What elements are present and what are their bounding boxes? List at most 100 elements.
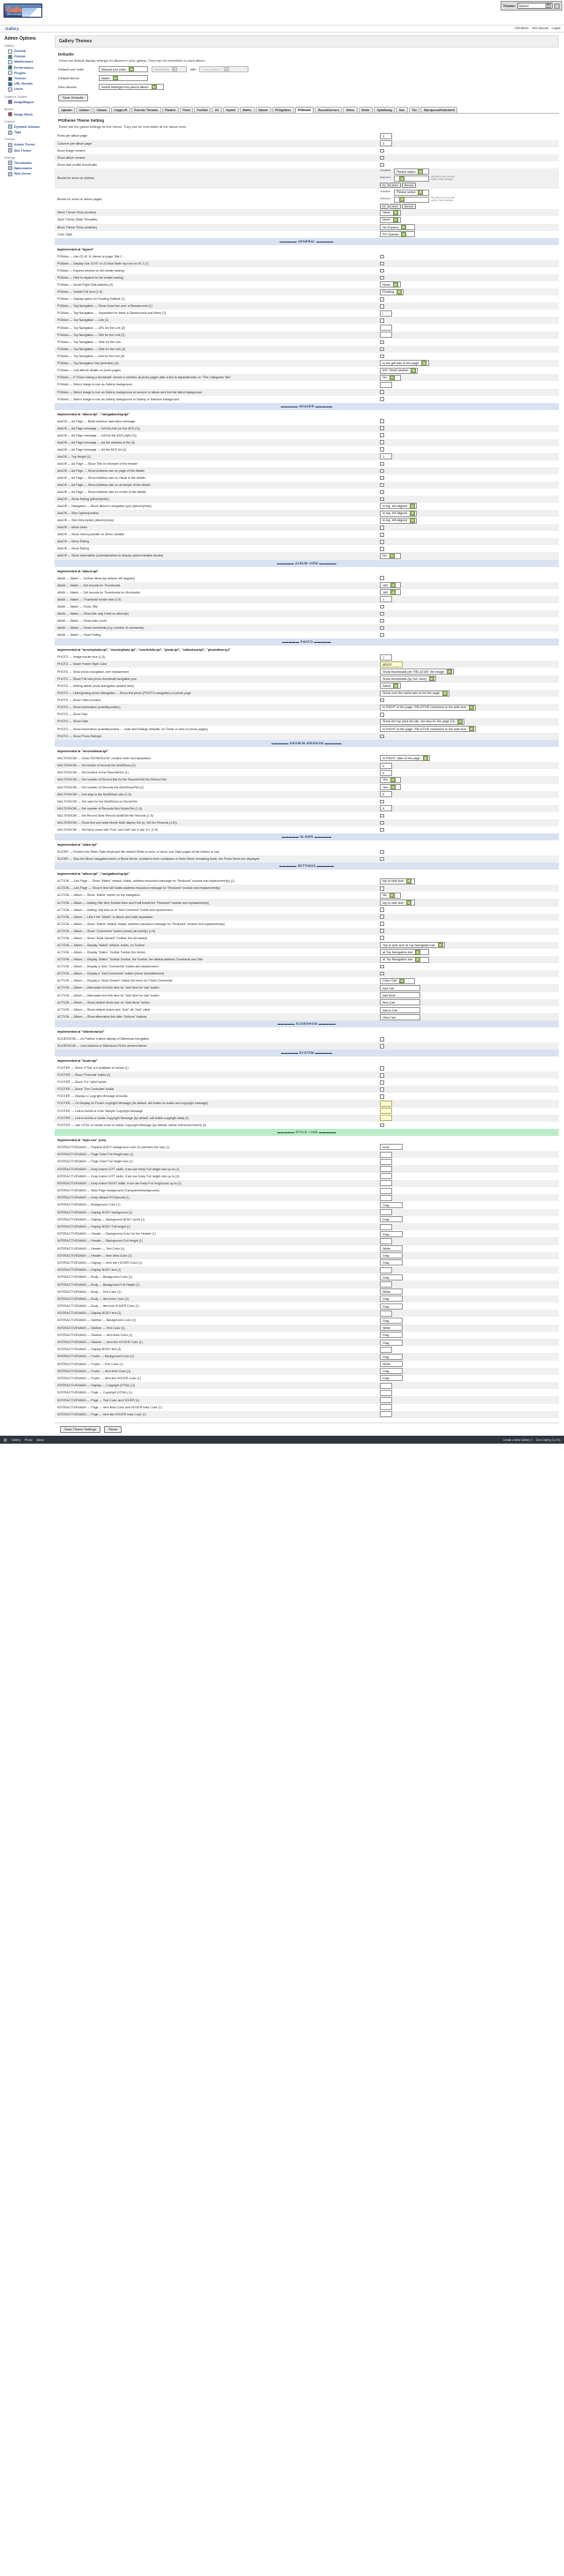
setting-checkbox[interactable] [380,397,384,401]
tab-sun[interactable]: Sun [396,107,408,114]
sidebar-item-plugins[interactable]: Plugins [4,71,50,76]
sidebar-item-watermarks[interactable]: Watermarks [4,166,50,171]
setting-text-input[interactable]: none [380,1144,404,1151]
move-down-button[interactable]: Down [389,183,401,189]
setting-text-input[interactable] [380,1382,393,1389]
setting-checkbox[interactable] [380,433,384,437]
setting-checkbox[interactable] [380,461,384,466]
tab-forsale[interactable]: ForSale [194,107,212,114]
chevron-down-icon[interactable]: ▼ [223,66,229,72]
setting-checkbox[interactable] [380,576,384,580]
tab-slider[interactable]: Slider [358,107,374,114]
move-up-button[interactable]: Up [380,183,389,189]
setting-text-input[interactable]: Gray [380,1295,404,1303]
tab-g1[interactable]: G1 [212,107,222,114]
sidebar-item-dynamic-albums[interactable]: Dynamic Albums [4,124,50,130]
setting-checkbox[interactable] [380,936,384,940]
setting-checkbox[interactable] [380,886,384,891]
remove-button[interactable]: Remove [401,203,417,209]
setting-select[interactable]: Top to side size at Top Navigation bar ▼ [380,942,445,949]
chevron-down-icon[interactable]: ▼ [389,375,395,381]
chevron-down-icon[interactable]: ▼ [392,282,398,287]
block-picker-select[interactable]: ▼ [394,196,430,203]
setting-text-input[interactable]: Gray [380,1259,404,1266]
move-up-button[interactable]: Up [380,203,389,209]
chevron-down-icon[interactable]: ▼ [421,361,427,366]
sidebar-item-general[interactable]: General [4,49,50,54]
chevron-down-icon[interactable]: ▼ [410,504,416,509]
setting-checkbox[interactable] [380,1094,384,1099]
setting-select[interactable]: No ▼ [380,892,402,899]
setting-text-input[interactable]: Gray [380,1353,404,1360]
setting-text-input[interactable] [380,325,393,332]
setting-checkbox[interactable] [380,547,384,551]
setting-select[interactable]: Show over the same size of full the page… [380,690,449,697]
setting-text-input[interactable] [380,1411,393,1418]
sidebar-item-maintenance[interactable]: Maintenance [4,59,50,64]
setting-checkbox[interactable] [380,1044,384,1049]
setting-checkbox[interactable] [380,827,384,833]
setting-text-input[interactable] [380,1209,393,1216]
chevron-down-icon[interactable]: ▼ [399,197,405,202]
sidebar-item-image-block[interactable]: Image Block [4,112,50,117]
sort-direction-select[interactable]: Ascending ▼ [152,66,187,72]
setting-select[interactable]: in top, left aligned ▼ [380,510,418,517]
setting-text-input[interactable]: 5 [380,769,393,776]
setting-checkbox[interactable] [380,820,384,825]
footer-try-gallery-link[interactable]: Give Gallery 3 a Try [535,1437,560,1442]
setting-select[interactable]: top to side size ▼ [380,900,416,907]
tab-eclectic-threads[interactable]: Eclectic Threads [130,107,161,114]
chevron-down-icon[interactable]: ▼ [392,217,398,223]
setting-text-input[interactable]: Gray [380,1273,404,1281]
chevron-down-icon[interactable]: ▼ [129,66,135,72]
setting-select[interactable]: top to side size ▼ [380,877,416,885]
setting-text-input[interactable] [380,1397,393,1404]
setting-checkbox[interactable] [380,155,384,160]
block-picker-select[interactable]: ▼ [394,175,430,183]
setting-checkbox[interactable] [380,354,384,359]
chevron-down-icon[interactable]: ▼ [442,691,448,696]
setting-select[interactable]: PG Special ▼ [380,231,416,238]
setting-text-input[interactable] [380,1151,393,1158]
setting-text-input[interactable]: 1 [380,453,393,460]
setting-text-input[interactable] [380,1281,393,1288]
setting-text-input[interactable]: White [380,1361,404,1368]
footer-item-1[interactable]: Photo [25,1437,33,1442]
edit-album-link[interactable]: Edit Album [515,26,529,30]
setting-text-input[interactable] [380,1237,393,1244]
setting-checkbox[interactable] [380,489,384,494]
save-defaults-button[interactable]: Save Defaults [58,94,88,101]
setting-text-input[interactable] [380,1310,393,1317]
setting-checkbox[interactable] [380,856,384,862]
your-account-link[interactable]: Your Account [531,26,549,30]
setting-checkbox[interactable] [380,618,384,623]
setting-select[interactable]: 180 ▼ [380,589,402,596]
setting-text-input[interactable]: 3 [380,140,393,147]
tab-ajaxian[interactable]: Ajaxian [58,107,76,114]
setting-select[interactable]: Yes ▼ [380,784,402,791]
setting-text-input[interactable]: White [380,1288,404,1295]
setting-select[interactable]: No ▼ [380,552,402,559]
tab-pgtheme[interactable]: PGtheme [294,107,315,114]
chevron-down-icon[interactable]: ▼ [400,224,406,230]
chevron-down-icon[interactable]: ▼ [418,169,424,175]
chevron-down-icon[interactable]: ▼ [399,176,405,182]
setting-checkbox[interactable] [380,304,384,309]
chevron-down-icon[interactable]: ▼ [390,582,397,588]
chevron-down-icon[interactable]: ▼ [171,66,177,72]
sidebar-item-tags[interactable]: Tags [4,130,50,135]
setting-checkbox[interactable] [380,929,384,933]
move-down-button[interactable]: Down [389,203,401,209]
sidebar-item-url-rewrite[interactable]: URL Rewrite [4,81,50,86]
setting-checkbox[interactable] [380,482,384,487]
chevron-down-icon[interactable]: ▼ [428,676,434,682]
setting-text-input[interactable]: 1 [380,596,393,603]
setting-checkbox[interactable] [380,1073,384,1078]
tab-floatrix[interactable]: Floatrix [161,107,179,114]
setting-checkbox[interactable] [380,1066,384,1071]
setting-text-input[interactable] [380,1115,393,1122]
sidebar-item-performance[interactable]: Performance [4,65,50,71]
go-icon[interactable] [554,3,560,9]
setting-text-input[interactable]: Gray [380,1368,404,1375]
tab-matrix[interactable]: Matrix [239,107,255,114]
